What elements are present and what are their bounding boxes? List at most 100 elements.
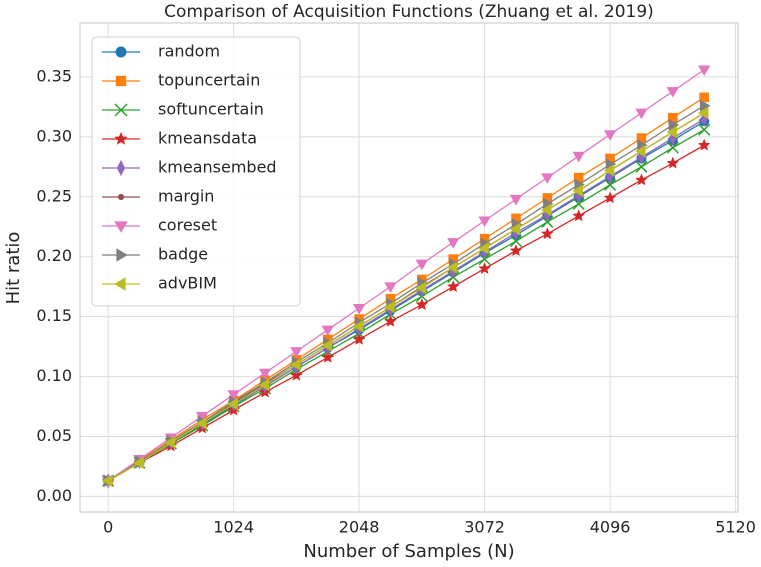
marker (509, 235, 523, 248)
marker (668, 118, 680, 132)
marker (603, 130, 617, 141)
y-tick-label: 0.35 (36, 66, 72, 85)
marker (478, 242, 489, 255)
series (101, 138, 711, 487)
marker (541, 203, 552, 217)
marker (116, 159, 126, 177)
y-tick-label: 0.10 (36, 366, 72, 385)
x-tick-label: 4096 (590, 518, 631, 537)
marker (635, 108, 648, 120)
marker (698, 123, 711, 136)
marker (572, 151, 585, 163)
legend-label: kmeansembed (158, 158, 277, 177)
marker (321, 339, 333, 352)
marker (384, 314, 397, 327)
marker (114, 131, 128, 145)
marker (666, 141, 679, 154)
marker (447, 280, 460, 292)
x-tick-label: 0 (103, 518, 113, 537)
marker (541, 173, 554, 184)
marker (447, 238, 460, 249)
marker (697, 138, 711, 151)
marker (114, 221, 128, 233)
marker (116, 248, 128, 262)
marker (164, 436, 176, 449)
series-line (107, 96, 705, 482)
plot-frame (79, 22, 739, 513)
legend-label: softuncertain (158, 100, 264, 119)
marker (572, 209, 585, 222)
marker (635, 160, 648, 173)
marker (603, 191, 617, 204)
marker (415, 259, 429, 271)
marker (509, 194, 523, 206)
legend-box (91, 36, 301, 307)
marker (572, 184, 583, 197)
marker (699, 99, 711, 112)
legend-label: kmeansdata (158, 129, 257, 148)
marker (666, 156, 680, 169)
marker (321, 350, 334, 363)
legend-label: random (158, 42, 220, 61)
series (101, 106, 709, 488)
y-axis-label: Hit ratio (3, 232, 24, 305)
marker (133, 456, 144, 470)
marker (415, 281, 427, 295)
marker (446, 261, 458, 274)
marker (666, 87, 680, 98)
marker (699, 92, 709, 103)
y-tick-label: 0.15 (36, 306, 72, 325)
marker (604, 178, 617, 191)
x-tick-label: 1024 (213, 518, 254, 537)
marker (352, 320, 364, 333)
marker (352, 304, 366, 315)
marker (258, 378, 270, 392)
y-tick-label: 0.30 (36, 126, 72, 145)
series-line (107, 112, 705, 482)
marker (635, 145, 646, 158)
marker (697, 65, 711, 77)
x-tick-label: 3072 (464, 518, 505, 537)
marker (635, 173, 648, 186)
marker (227, 390, 240, 401)
legend-label: topuncertain (158, 71, 260, 90)
x-axis-label: Number of Samples (N) (303, 541, 514, 562)
marker (509, 244, 523, 257)
legend-label: advBIM (158, 274, 217, 293)
marker (352, 332, 366, 345)
marker (321, 325, 334, 337)
marker (666, 125, 678, 139)
marker (115, 46, 127, 58)
marker (384, 282, 397, 293)
marker (478, 216, 491, 228)
marker (290, 368, 303, 381)
marker (541, 227, 554, 240)
marker (117, 193, 125, 201)
marker (572, 197, 585, 211)
marker (114, 277, 126, 291)
marker (697, 106, 709, 120)
marker (258, 368, 272, 380)
legend-label: coreset (158, 216, 217, 235)
marker (478, 262, 491, 274)
marker (603, 164, 615, 177)
x-tick-label: 5120 (715, 518, 756, 537)
series-line (107, 105, 705, 482)
y-tick-label: 0.20 (36, 246, 72, 265)
marker (290, 358, 301, 371)
chart-title: Comparison of Acquisition Functions (Zhu… (164, 2, 654, 22)
series-line (107, 144, 705, 482)
marker (290, 347, 303, 358)
marker (114, 103, 128, 117)
x-tick-label: 2048 (339, 518, 380, 537)
marker (115, 75, 127, 87)
legend-label: margin (158, 187, 214, 206)
marker (101, 474, 113, 488)
y-tick-label: 0.25 (36, 186, 72, 205)
y-tick-label: 0.05 (36, 426, 72, 445)
marker (415, 298, 429, 310)
marker (195, 417, 207, 430)
legend-label: badge (158, 245, 208, 264)
marker (384, 300, 395, 314)
